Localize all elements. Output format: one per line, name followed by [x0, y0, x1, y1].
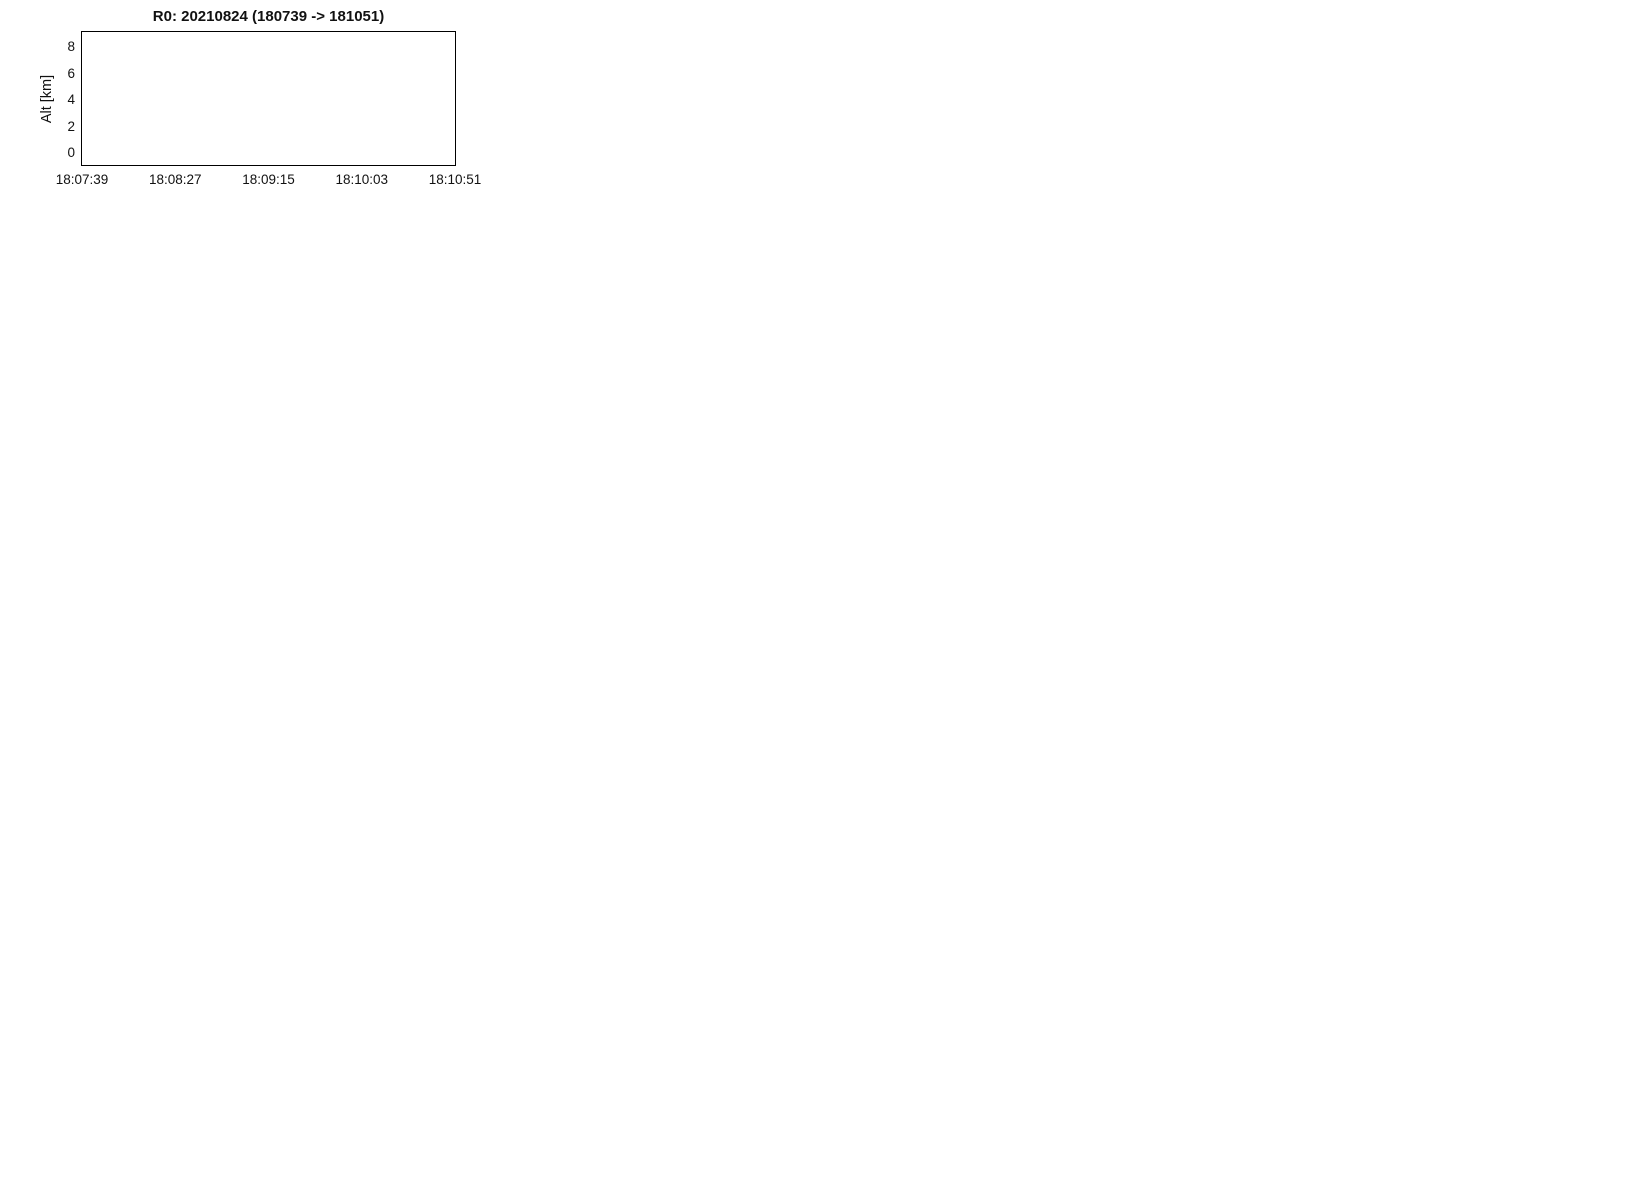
- x-tick-label: 18:10:51: [428, 172, 482, 187]
- y-tick-label: 4: [67, 92, 75, 108]
- panel-title-Z_Ku: R0: 20210824 (180739 -> 181051): [152, 8, 385, 25]
- y-tick-label: 2: [67, 118, 75, 134]
- y-tick-label: 8: [67, 38, 75, 54]
- x-tick-label: 18:08:27: [148, 172, 202, 187]
- y-tick-label: 0: [67, 145, 75, 161]
- Z_Ku-plot-canvas: [81, 31, 456, 166]
- x-tick-label: 18:07:39: [55, 172, 109, 187]
- x-tick-label: 18:10:03: [335, 172, 389, 187]
- x-tick-label: 18:09:15: [242, 172, 295, 187]
- y-tick-label: 6: [67, 65, 75, 81]
